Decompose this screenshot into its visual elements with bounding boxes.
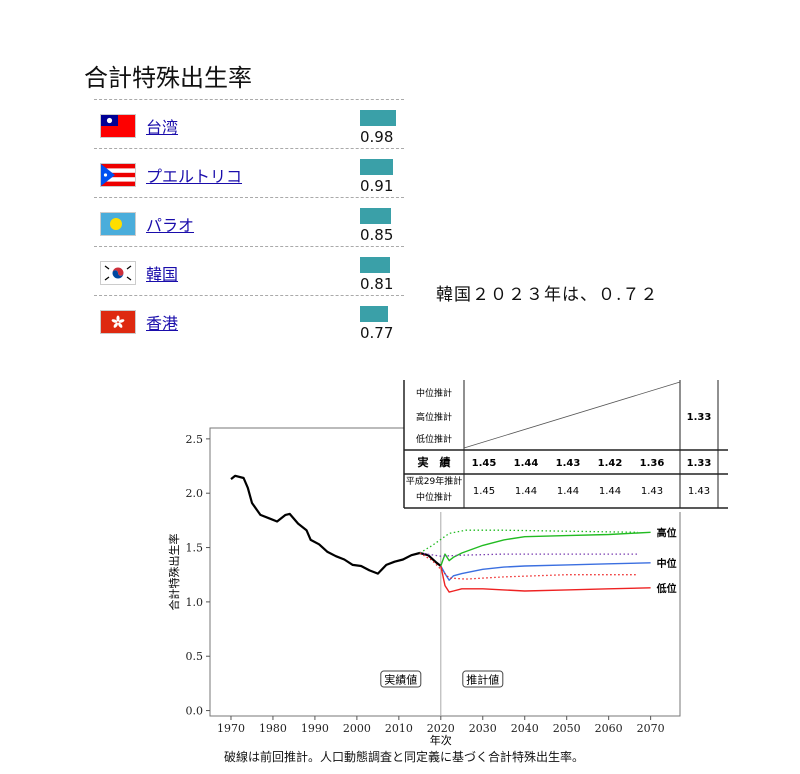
- inset-actual-value: 1.45: [472, 458, 497, 469]
- inset-row-label: 中位推計: [416, 387, 452, 399]
- x-axis-label: 年次: [430, 733, 452, 747]
- value-bar: [360, 257, 390, 273]
- country-link[interactable]: プエルトリコ: [146, 167, 243, 186]
- x-tick-label: 2040: [511, 722, 539, 735]
- x-tick-label: 1970: [217, 722, 245, 735]
- fertility-projection-chart: 1970 1980 1990 2000 2010 2020 2030 2040 2050 2060…: [167, 380, 728, 747]
- inset-previous-value: 1.43: [641, 486, 663, 497]
- y-tick-label: 1.0: [186, 596, 204, 609]
- y-tick-label: 0.5: [186, 650, 204, 663]
- value-label: 0.85: [360, 226, 394, 244]
- x-tick-label: 2020: [427, 722, 455, 735]
- south-korea-flag-icon: [100, 261, 136, 285]
- x-tick-label: 2030: [469, 722, 497, 735]
- projection-annotation: 推計値: [466, 673, 499, 687]
- inset-actual-value: 1.42: [598, 458, 623, 469]
- inset-diagonal: [463, 381, 681, 449]
- y-tick-label: 2.0: [186, 487, 204, 500]
- value-bar: [360, 208, 392, 224]
- hong-kong-flag-icon: [100, 310, 136, 334]
- palau-flag-icon: [100, 212, 136, 236]
- taiwan-flag-icon: [100, 114, 136, 138]
- value-bar: [360, 306, 389, 322]
- country-link[interactable]: 台湾: [146, 118, 179, 137]
- y-tick-label: 0.0: [186, 705, 204, 718]
- inset-previous-value: 1.44: [515, 486, 537, 497]
- inset-actual-value: 1.44: [514, 458, 539, 469]
- x-tick-label: 1980: [259, 722, 287, 735]
- y-tick-label: 1.5: [186, 542, 204, 555]
- series-end-label: 中位: [657, 557, 677, 570]
- x-tick-label: 2000: [343, 722, 371, 735]
- x-tick-label: 1990: [301, 722, 329, 735]
- value-label: 0.98: [360, 128, 394, 146]
- series-line-実績: [230, 474, 442, 575]
- x-tick-label: 2010: [385, 722, 413, 735]
- list-item: プエルトリコ 0.91: [94, 148, 404, 197]
- actual-annotation-box: [380, 670, 422, 688]
- country-link[interactable]: 韓国: [146, 265, 179, 284]
- series-end-label: 低位: [656, 582, 677, 595]
- y-tick-label: 2.5: [186, 433, 204, 446]
- x-tick-label: 2050: [553, 722, 581, 735]
- inset-actual-value: 1.43: [556, 458, 581, 469]
- list-item: 台湾 0.98: [94, 99, 404, 148]
- list-item: パラオ 0.85: [94, 197, 404, 246]
- inset-previous-value: 1.44: [599, 486, 621, 497]
- x-tick-label: 2070: [637, 722, 665, 735]
- inset-row-label: 低位推計: [416, 433, 452, 445]
- projection-annotation-box: [462, 670, 504, 688]
- inset-table-bg: [404, 380, 728, 512]
- value-bar: [360, 159, 394, 175]
- actual-annotation: 実績値: [384, 673, 417, 687]
- ranking-title: 合計特殊出生率: [84, 64, 252, 92]
- inset-previous-value: 1.45: [473, 486, 495, 497]
- chart-caption: 破線は前回推計。人口動態調査と同定義に基づく合計特殊出生率。: [224, 750, 585, 764]
- country-link[interactable]: 香港: [146, 314, 179, 333]
- series-end-label: 高位: [657, 526, 677, 539]
- series-line-高位: [440, 531, 651, 567]
- inset-diagonal-value: 1.33: [687, 412, 712, 423]
- value-bar: [360, 110, 396, 126]
- value-label: 0.91: [360, 177, 394, 195]
- series-line-低位: [440, 565, 651, 593]
- series-line-前回低位: [419, 552, 638, 580]
- inset-row-label: 実 績: [418, 455, 451, 469]
- series-line-中位: [440, 562, 651, 581]
- country-link[interactable]: パラオ: [146, 216, 195, 235]
- y-axis-label: 合計特殊出生率: [167, 534, 181, 611]
- inset-previous-value: 1.43: [688, 486, 710, 497]
- korea-2023-note: 韓国２０２３年は、０.７２: [436, 285, 659, 305]
- inset-row-label: 平成29年推計: [406, 475, 462, 487]
- fertility-ranking-list: 台湾 0.98 プエルトリコ 0.91 パラオ 0.85 韓国 0.81 香港 …: [94, 99, 404, 344]
- inset-row-label: 中位推計: [416, 491, 452, 503]
- inset-row-label: 高位推計: [416, 411, 452, 423]
- list-item: 韓国 0.81: [94, 246, 404, 295]
- value-label: 0.81: [360, 275, 394, 293]
- inset-previous-value: 1.44: [557, 486, 579, 497]
- series-line-前回高位: [419, 529, 639, 554]
- list-item: 香港 0.77: [94, 295, 404, 344]
- puerto-rico-flag-icon: [100, 163, 136, 187]
- value-label: 0.77: [360, 324, 394, 342]
- inset-actual-value: 1.33: [687, 458, 712, 469]
- x-tick-label: 2060: [595, 722, 623, 735]
- inset-actual-value: 1.36: [640, 458, 665, 469]
